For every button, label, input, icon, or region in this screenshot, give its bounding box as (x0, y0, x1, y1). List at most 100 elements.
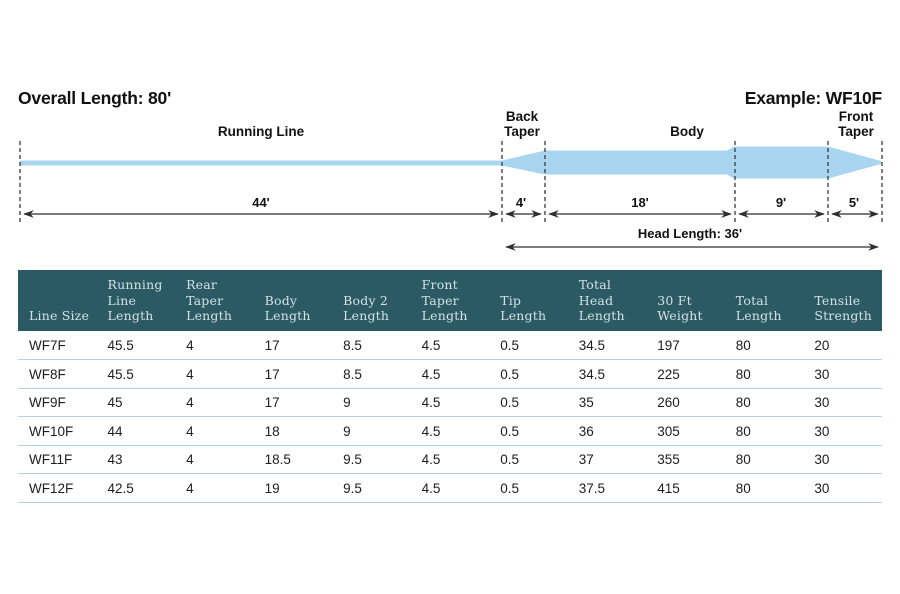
table-row: WF7F 45.5 4 17 8.5 4.5 0.5 34.5 197 80 20 (18, 331, 882, 360)
table-cell: 4 (175, 359, 254, 389)
overall-length-title: Overall Length: 80' (18, 88, 171, 108)
table-cell: 4.5 (410, 331, 490, 360)
table-header-row: Line Size Running Line Length Rear Taper L… (18, 270, 882, 331)
table-cell: 4.5 (410, 359, 490, 389)
column-header: Body 2 Length (332, 270, 411, 331)
table-cell: 37 (567, 445, 647, 474)
column-header: Running Line Length (96, 270, 176, 331)
table-cell: 30 (803, 473, 882, 503)
table-cell: 42.5 (96, 473, 176, 503)
back-taper-dimension: 4' (516, 195, 526, 210)
table-cell: 80 (724, 473, 804, 503)
table-cell: 0.5 (489, 473, 568, 503)
front-taper-label-line1: Front (839, 109, 874, 124)
column-header: Line Size (18, 270, 97, 331)
table-cell: 305 (646, 416, 725, 446)
table-cell: 18.5 (253, 445, 333, 474)
body-dimension: 18' (631, 195, 649, 210)
table-cell: 0.5 (489, 359, 568, 389)
table-row: WF12F 42.5 4 19 9.5 4.5 0.5 37.5 415 80 30 (18, 473, 882, 503)
table-cell: 0.5 (489, 445, 568, 474)
front-taper-label-line2: Taper (838, 124, 875, 139)
line-size-cell: WF10F (18, 416, 97, 446)
table-cell: 45.5 (96, 331, 176, 360)
line-size-cell: WF12F (18, 473, 97, 503)
table-cell: 20 (803, 331, 882, 360)
table-cell: 4.5 (410, 445, 490, 474)
table-cell: 9.5 (332, 473, 411, 503)
table-body: WF7F 45.5 4 17 8.5 4.5 0.5 34.5 197 80 20 WF8F 45.5 4… (18, 331, 882, 503)
line-size-cell: WF8F (18, 359, 97, 389)
table-cell: 0.5 (489, 331, 568, 360)
table-cell: 4 (175, 445, 254, 474)
table-cell: 34.5 (567, 331, 647, 360)
table-cell: 17 (253, 331, 333, 360)
column-header: 30 Ft Weight (646, 270, 725, 331)
line-size-cell: WF7F (18, 331, 97, 360)
table-row: WF9F 45 4 17 9 4.5 0.5 35 260 80 30 (18, 388, 882, 417)
spec-table: Line Size Running Line Length Rear Taper L… (18, 270, 882, 503)
body-label: Body (670, 124, 704, 139)
table-cell: 80 (724, 331, 804, 360)
front-taper-dimension: 5' (849, 195, 859, 210)
spec-table-container: Line Size Running Line Length Rear Taper L… (18, 270, 882, 503)
column-header: Total Head Length (567, 270, 647, 331)
table-head: Line Size Running Line Length Rear Taper L… (18, 270, 882, 331)
example-title: Example: WF10F (745, 88, 883, 108)
table-cell: 9 (332, 416, 411, 446)
table-cell: 80 (724, 359, 804, 389)
table-cell: 8.5 (332, 331, 411, 360)
body-2-dimension: 9' (776, 195, 786, 210)
table-cell: 4 (175, 416, 254, 446)
running-line-dimension: 44' (252, 195, 270, 210)
table-cell: 225 (646, 359, 725, 389)
table-cell: 34.5 (567, 359, 647, 389)
table-cell: 45 (96, 388, 176, 417)
back-taper-label-line2: Taper (504, 124, 541, 139)
table-cell: 9.5 (332, 445, 411, 474)
table-cell: 80 (724, 445, 804, 474)
table-cell: 36 (567, 416, 647, 446)
table-cell: 17 (253, 359, 333, 389)
table-cell: 37.5 (567, 473, 647, 503)
table-cell: 4.5 (410, 388, 490, 417)
table-row: WF11F 43 4 18.5 9.5 4.5 0.5 37 355 80 30 (18, 445, 882, 474)
table-cell: 0.5 (489, 416, 568, 446)
table-cell: 197 (646, 331, 725, 360)
table-cell: 0.5 (489, 388, 568, 417)
column-header: Tensile Strength (803, 270, 882, 331)
taper-diagram: Overall Length: 80' Example: WF10F Runni… (18, 88, 883, 251)
table-cell: 4 (175, 388, 254, 417)
running-line-label: Running Line (218, 124, 305, 139)
table-cell: 4 (175, 473, 254, 503)
table-cell: 18 (253, 416, 333, 446)
fly-line-profile (20, 146, 881, 179)
column-header: Body Length (253, 270, 333, 331)
table-row: WF10F 44 4 18 9 4.5 0.5 36 305 80 30 (18, 416, 882, 446)
table-cell: 415 (646, 473, 725, 503)
table-cell: 4 (175, 331, 254, 360)
table-cell: 44 (96, 416, 176, 446)
table-cell: 80 (724, 388, 804, 417)
table-cell: 355 (646, 445, 725, 474)
table-cell: 4.5 (410, 416, 490, 446)
head-length-label: Head Length: 36' (638, 226, 742, 241)
column-header: Rear Taper Length (175, 270, 254, 331)
table-cell: 260 (646, 388, 725, 417)
column-header: Tip Length (489, 270, 568, 331)
table-row: WF8F 45.5 4 17 8.5 4.5 0.5 34.5 225 80 30 (18, 359, 882, 389)
table-cell: 9 (332, 388, 411, 417)
table-cell: 30 (803, 388, 882, 417)
column-header: Total Length (724, 270, 804, 331)
back-taper-label-line1: Back (506, 109, 539, 124)
column-header: Front Taper Length (410, 270, 490, 331)
table-cell: 35 (567, 388, 647, 417)
table-cell: 30 (803, 445, 882, 474)
table-cell: 45.5 (96, 359, 176, 389)
table-cell: 43 (96, 445, 176, 474)
table-cell: 30 (803, 359, 882, 389)
table-cell: 30 (803, 416, 882, 446)
table-cell: 4.5 (410, 473, 490, 503)
table-cell: 80 (724, 416, 804, 446)
